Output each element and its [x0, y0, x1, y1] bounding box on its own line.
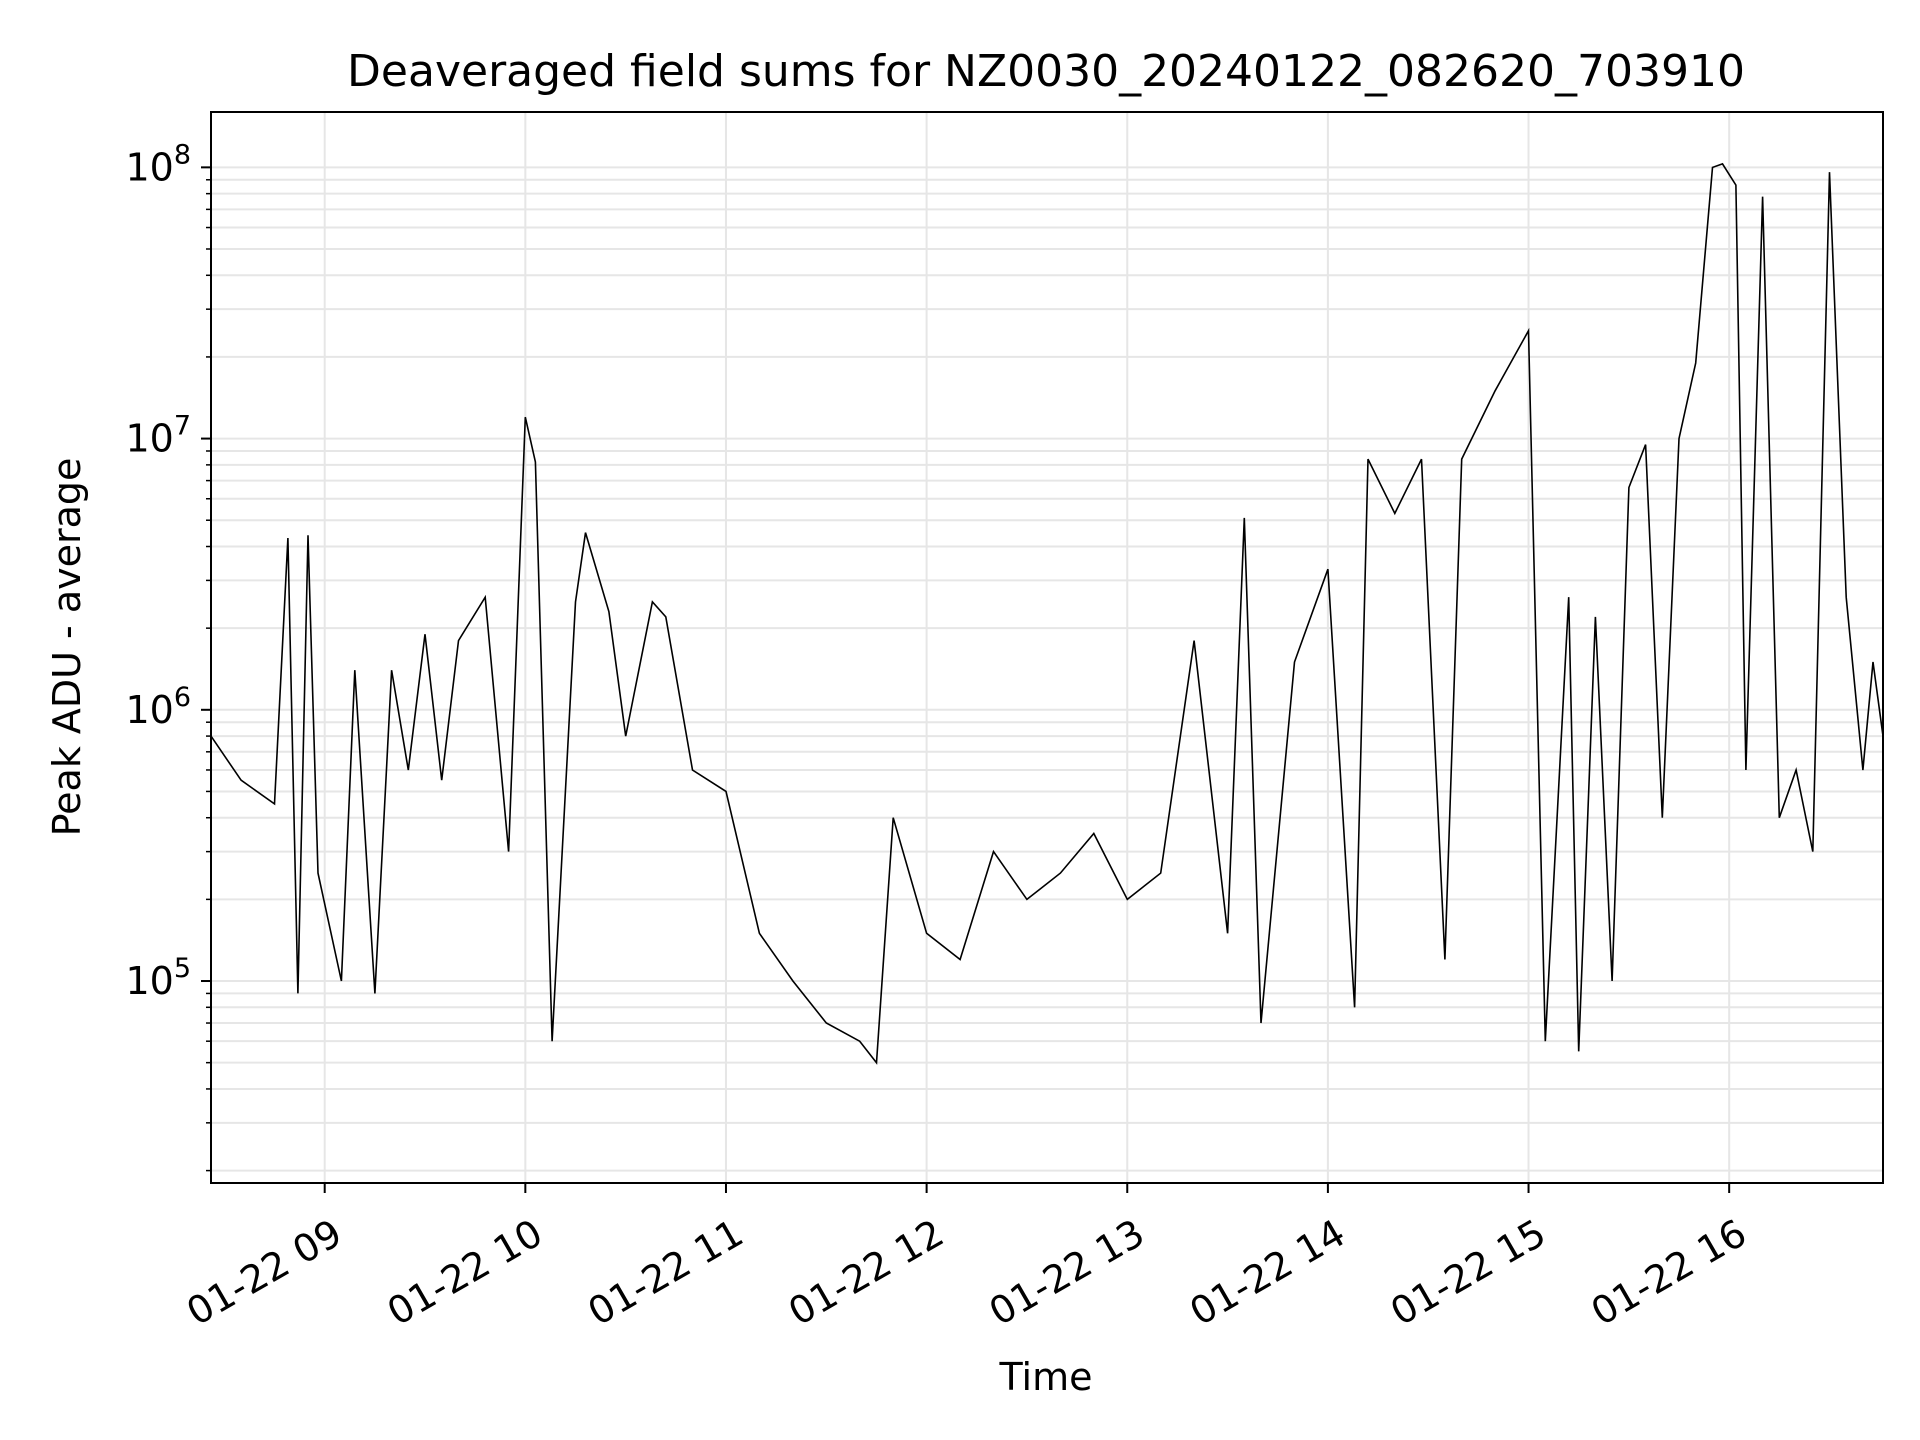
- plot-frame: [210, 111, 1884, 1184]
- grid-lines: [211, 112, 1883, 1183]
- x-axis-label: Time: [999, 1355, 1093, 1399]
- y-axis-ticks: 105 106 107 108: [125, 139, 211, 1172]
- y-tick-label: 107: [125, 411, 191, 461]
- chart-title: Deaveraged field sums for NZ0030_2024012…: [347, 46, 1745, 97]
- y-tick-label: 106: [125, 682, 191, 732]
- data-series: [210, 162, 1884, 1065]
- series-line: [210, 162, 1884, 1065]
- y-tick-label: 108: [125, 139, 191, 189]
- y-tick-label: 105: [125, 953, 191, 1003]
- y-axis-label: Peak ADU - average: [45, 458, 89, 837]
